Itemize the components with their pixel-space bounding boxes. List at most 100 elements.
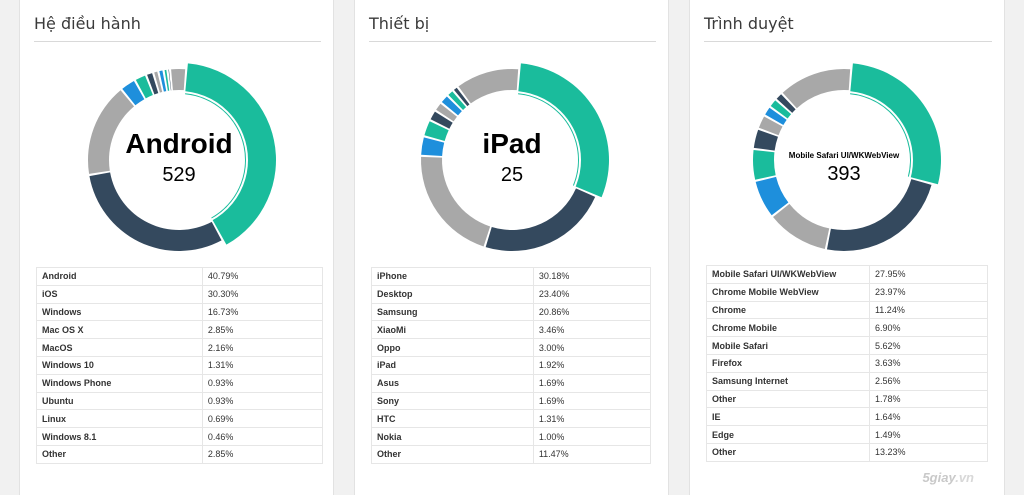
- donut-slice[interactable]: [755, 176, 789, 216]
- donut-slice[interactable]: [765, 107, 787, 126]
- donut-slice[interactable]: [122, 80, 145, 106]
- row-name: IE: [706, 407, 870, 427]
- donut-slice[interactable]: [782, 69, 851, 109]
- donut-slice[interactable]: [135, 75, 153, 99]
- table-row: Sony 1.69%: [371, 391, 652, 411]
- row-percent: 16.73%: [201, 302, 324, 322]
- row-percent: 1.31%: [532, 409, 652, 429]
- donut-slice[interactable]: [753, 149, 776, 180]
- donut-slice[interactable]: [453, 87, 470, 107]
- os-panel: Hệ điều hành Android 529 Android 40.79% iO…: [19, 0, 334, 495]
- table-row: Mobile Safari 5.62%: [706, 336, 989, 355]
- donut-slice[interactable]: [164, 69, 170, 91]
- donut-slice[interactable]: [518, 63, 609, 198]
- row-name: Firefox: [706, 353, 870, 373]
- table-row: Ubuntu 0.93%: [36, 391, 324, 411]
- donut-slice[interactable]: [430, 111, 453, 129]
- donut-slice[interactable]: [458, 69, 519, 104]
- device-donut-chart: [421, 63, 609, 251]
- donut-slice[interactable]: [753, 129, 778, 151]
- row-name: Windows 10: [36, 355, 203, 375]
- row-name: Sony: [371, 391, 534, 411]
- row-name: iPad: [371, 355, 534, 375]
- device-stats-table: iPhone 30.18% Desktop 23.40% Samsung 20.86% Xi…: [371, 267, 652, 464]
- donut-slice[interactable]: [171, 69, 186, 91]
- row-percent: 27.95%: [868, 265, 989, 284]
- row-percent: 2.16%: [201, 338, 324, 357]
- browser-donut-chart: [753, 63, 941, 251]
- table-row: Mobile Safari UI/WKWebView 27.95%: [706, 265, 989, 284]
- row-percent: 0.93%: [201, 373, 324, 393]
- row-percent: 6.90%: [868, 318, 989, 338]
- donut-slice[interactable]: [421, 156, 491, 247]
- browser-stats-table: Mobile Safari UI/WKWebView 27.95% Chrome M…: [706, 265, 989, 462]
- donut-slice[interactable]: [168, 69, 172, 91]
- row-name: Desktop: [371, 284, 534, 304]
- browser-panel: Trình duyệt Mobile Safari UI/WKWebView 3…: [689, 0, 1005, 495]
- row-name: MacOS: [36, 338, 203, 357]
- title-divider: [369, 41, 656, 42]
- os-stats-table: Android 40.79% iOS 30.30% Windows 16.73% Mac O…: [36, 267, 324, 464]
- row-percent: 3.63%: [868, 353, 989, 373]
- donut-slice[interactable]: [159, 70, 167, 92]
- table-row: Mac OS X 2.85%: [36, 320, 324, 340]
- table-row: Desktop 23.40%: [371, 284, 652, 304]
- donut-slice[interactable]: [185, 63, 276, 245]
- row-name: Ubuntu: [36, 391, 203, 411]
- row-name: Other: [706, 442, 870, 462]
- donut-slice[interactable]: [850, 63, 941, 185]
- row-percent: 2.85%: [201, 320, 324, 340]
- donut-slice[interactable]: [421, 137, 445, 156]
- table-row: Other 13.23%: [706, 442, 989, 462]
- row-name: Samsung: [371, 302, 534, 322]
- device-chart-center: iPad 25: [412, 60, 612, 260]
- donut-slice[interactable]: [89, 172, 222, 251]
- donut-slice[interactable]: [770, 100, 792, 119]
- browser-center-value: 393: [827, 163, 861, 185]
- table-row: Chrome 11.24%: [706, 300, 989, 320]
- row-name: Windows Phone: [36, 373, 203, 393]
- row-percent: 1.31%: [201, 355, 324, 375]
- device-panel: Thiết bị iPad 25 iPhone 30.18% Desktop 23.4…: [354, 0, 669, 495]
- row-name: Other: [706, 389, 870, 409]
- watermark: 5giay.vn: [922, 470, 974, 485]
- donut-slice[interactable]: [485, 188, 596, 251]
- browser-center-label: Mobile Safari UI/WKWebView: [788, 151, 900, 160]
- table-row: Samsung Internet 2.56%: [706, 371, 989, 391]
- title-divider: [704, 41, 992, 42]
- row-name: Windows: [36, 302, 203, 322]
- browser-panel-title: Trình duyệt: [704, 14, 794, 33]
- table-row: iPad 1.92%: [371, 355, 652, 375]
- row-name: Nokia: [371, 427, 534, 446]
- os-center-label: Android: [125, 128, 233, 159]
- device-center-label: iPad: [482, 128, 542, 159]
- table-row: HTC 1.31%: [371, 409, 652, 429]
- table-row: MacOS 2.16%: [36, 338, 324, 357]
- donut-slice[interactable]: [436, 103, 457, 122]
- row-percent: 1.69%: [532, 373, 652, 393]
- row-name: Asus: [371, 373, 534, 393]
- donut-slice[interactable]: [441, 96, 462, 116]
- row-percent: 1.92%: [532, 355, 652, 375]
- donut-slice[interactable]: [88, 90, 135, 174]
- table-row: Other 2.85%: [36, 444, 324, 464]
- row-percent: 2.85%: [201, 444, 324, 464]
- row-percent: 5.62%: [868, 336, 989, 355]
- table-row: Asus 1.69%: [371, 373, 652, 393]
- donut-slice[interactable]: [424, 121, 449, 141]
- donut-slice[interactable]: [154, 71, 163, 93]
- row-percent: 3.00%: [532, 338, 652, 357]
- table-row: Android 40.79%: [36, 267, 324, 286]
- table-row: Windows Phone 0.93%: [36, 373, 324, 393]
- donut-slice[interactable]: [758, 116, 783, 136]
- donut-slice[interactable]: [776, 94, 796, 113]
- row-percent: 1.00%: [532, 427, 652, 446]
- table-row: Chrome Mobile WebView 23.97%: [706, 282, 989, 302]
- donut-slice[interactable]: [147, 73, 159, 95]
- table-row: Windows 8.1 0.46%: [36, 427, 324, 446]
- donut-slice[interactable]: [773, 203, 830, 249]
- donut-slice[interactable]: [448, 91, 467, 110]
- row-name: Mobile Safari UI/WKWebView: [706, 265, 870, 284]
- donut-slice[interactable]: [826, 179, 932, 251]
- table-row: Other 11.47%: [371, 444, 652, 464]
